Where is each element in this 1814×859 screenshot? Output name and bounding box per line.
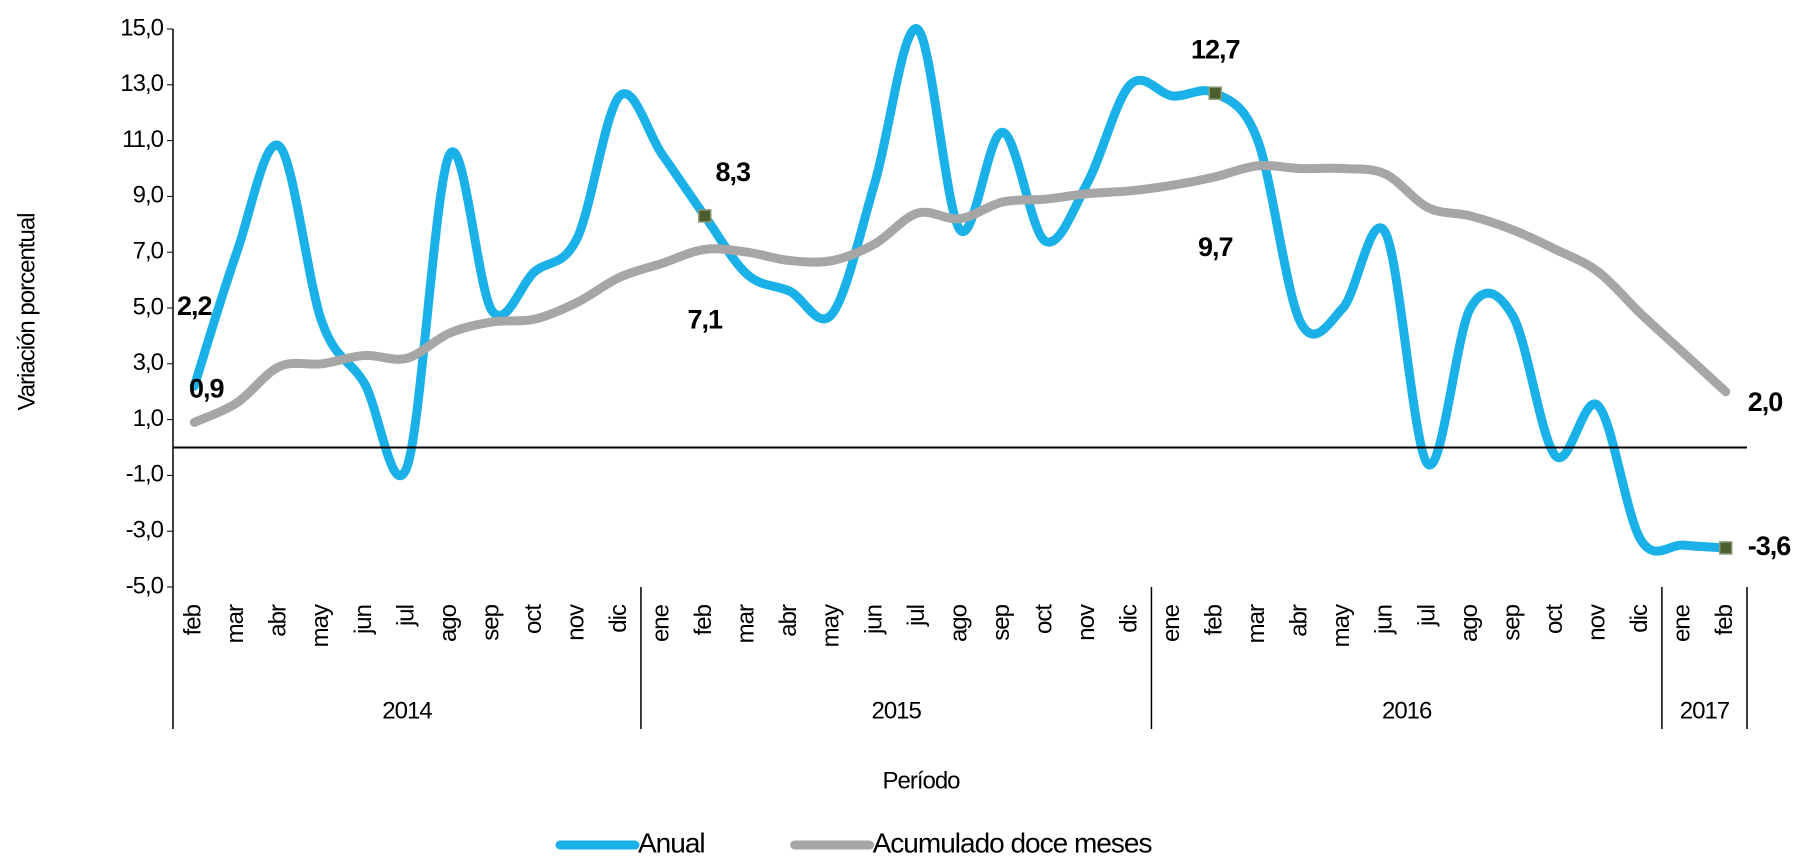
x-tick-label: ago — [1456, 604, 1483, 642]
y-tick-label: 5,0 — [133, 293, 164, 320]
y-tick-label: 1,0 — [133, 405, 164, 432]
x-tick-label: mar — [1243, 604, 1270, 643]
x-tick-label: oct — [520, 604, 547, 634]
x-tick-label: feb — [1711, 604, 1738, 635]
x-tick-label: nov — [562, 604, 589, 641]
y-tick-label: 9,0 — [133, 182, 164, 209]
y-tick-label: 11,0 — [122, 126, 164, 153]
point-marker — [1718, 541, 1733, 555]
point-marker — [1208, 86, 1222, 100]
data-label: 12,7 — [1191, 34, 1240, 64]
point-marker — [698, 209, 712, 223]
y-tick-label: -1,0 — [126, 461, 164, 488]
x-tick-label: jul — [903, 605, 930, 627]
series-line — [189, 160, 1731, 427]
group-label: 2014 — [382, 697, 432, 724]
legend-label: Acumulado doce meses — [873, 827, 1152, 858]
series-line — [189, 24, 1731, 556]
x-tick-label: jun — [350, 605, 377, 635]
data-label: 0,9 — [189, 374, 225, 404]
x-tick-label: dic — [1626, 604, 1653, 633]
x-tick-label: ago — [435, 604, 462, 642]
legend-label: Anual — [638, 827, 705, 858]
group-label: 2017 — [1680, 697, 1730, 724]
data-label: 7,1 — [687, 305, 723, 335]
y-tick-label: -3,0 — [126, 517, 164, 544]
x-tick-label: oct — [1030, 604, 1057, 634]
x-tick-label: abr — [1286, 604, 1313, 637]
group-label: 2015 — [871, 697, 921, 724]
x-tick-label: sep — [477, 604, 504, 640]
x-axis-title: Período — [882, 767, 960, 794]
data-label: 2,2 — [177, 291, 212, 321]
data-label: 9,7 — [1198, 232, 1233, 262]
y-tick-label: 13,0 — [120, 70, 163, 97]
x-tick-label: jul — [1413, 605, 1440, 627]
group-label: 2016 — [1382, 697, 1432, 724]
data-label: -3,6 — [1748, 531, 1792, 561]
x-tick-label: ene — [1158, 604, 1185, 642]
y-tick-label: 3,0 — [133, 349, 164, 376]
x-tick-label: jul — [392, 605, 419, 627]
x-tick-label: dic — [1116, 604, 1143, 633]
y-axis-title: Variación porcentual — [13, 213, 40, 410]
x-tick-label: may — [818, 604, 845, 647]
x-tick-label: jun — [860, 605, 887, 635]
x-tick-label: sep — [988, 604, 1015, 640]
x-tick-label: sep — [1498, 604, 1525, 640]
x-tick-label: feb — [690, 604, 717, 635]
x-tick-label: may — [307, 604, 334, 647]
x-tick-label: abr — [775, 604, 802, 637]
data-label: 2,0 — [1748, 387, 1783, 417]
x-tick-label: jun — [1371, 605, 1398, 635]
x-tick-label: abr — [265, 604, 292, 637]
y-tick-label: -5,0 — [126, 572, 164, 599]
x-tick-label: dic — [605, 604, 632, 633]
y-tick-label: 15,0 — [120, 14, 163, 41]
x-tick-label: nov — [1583, 604, 1610, 641]
x-tick-label: mar — [222, 604, 249, 643]
x-tick-label: ago — [945, 604, 972, 642]
x-tick-label: may — [1328, 604, 1355, 647]
y-tick-label: 7,0 — [133, 238, 164, 265]
x-tick-label: ene — [1669, 604, 1696, 642]
x-tick-label: mar — [733, 604, 760, 643]
x-tick-label: oct — [1541, 604, 1568, 634]
x-tick-label: ene — [648, 604, 675, 642]
x-tick-label: feb — [1201, 604, 1228, 635]
data-label: 8,3 — [715, 157, 751, 187]
x-tick-label: nov — [1073, 604, 1100, 641]
x-tick-label: feb — [180, 604, 207, 635]
